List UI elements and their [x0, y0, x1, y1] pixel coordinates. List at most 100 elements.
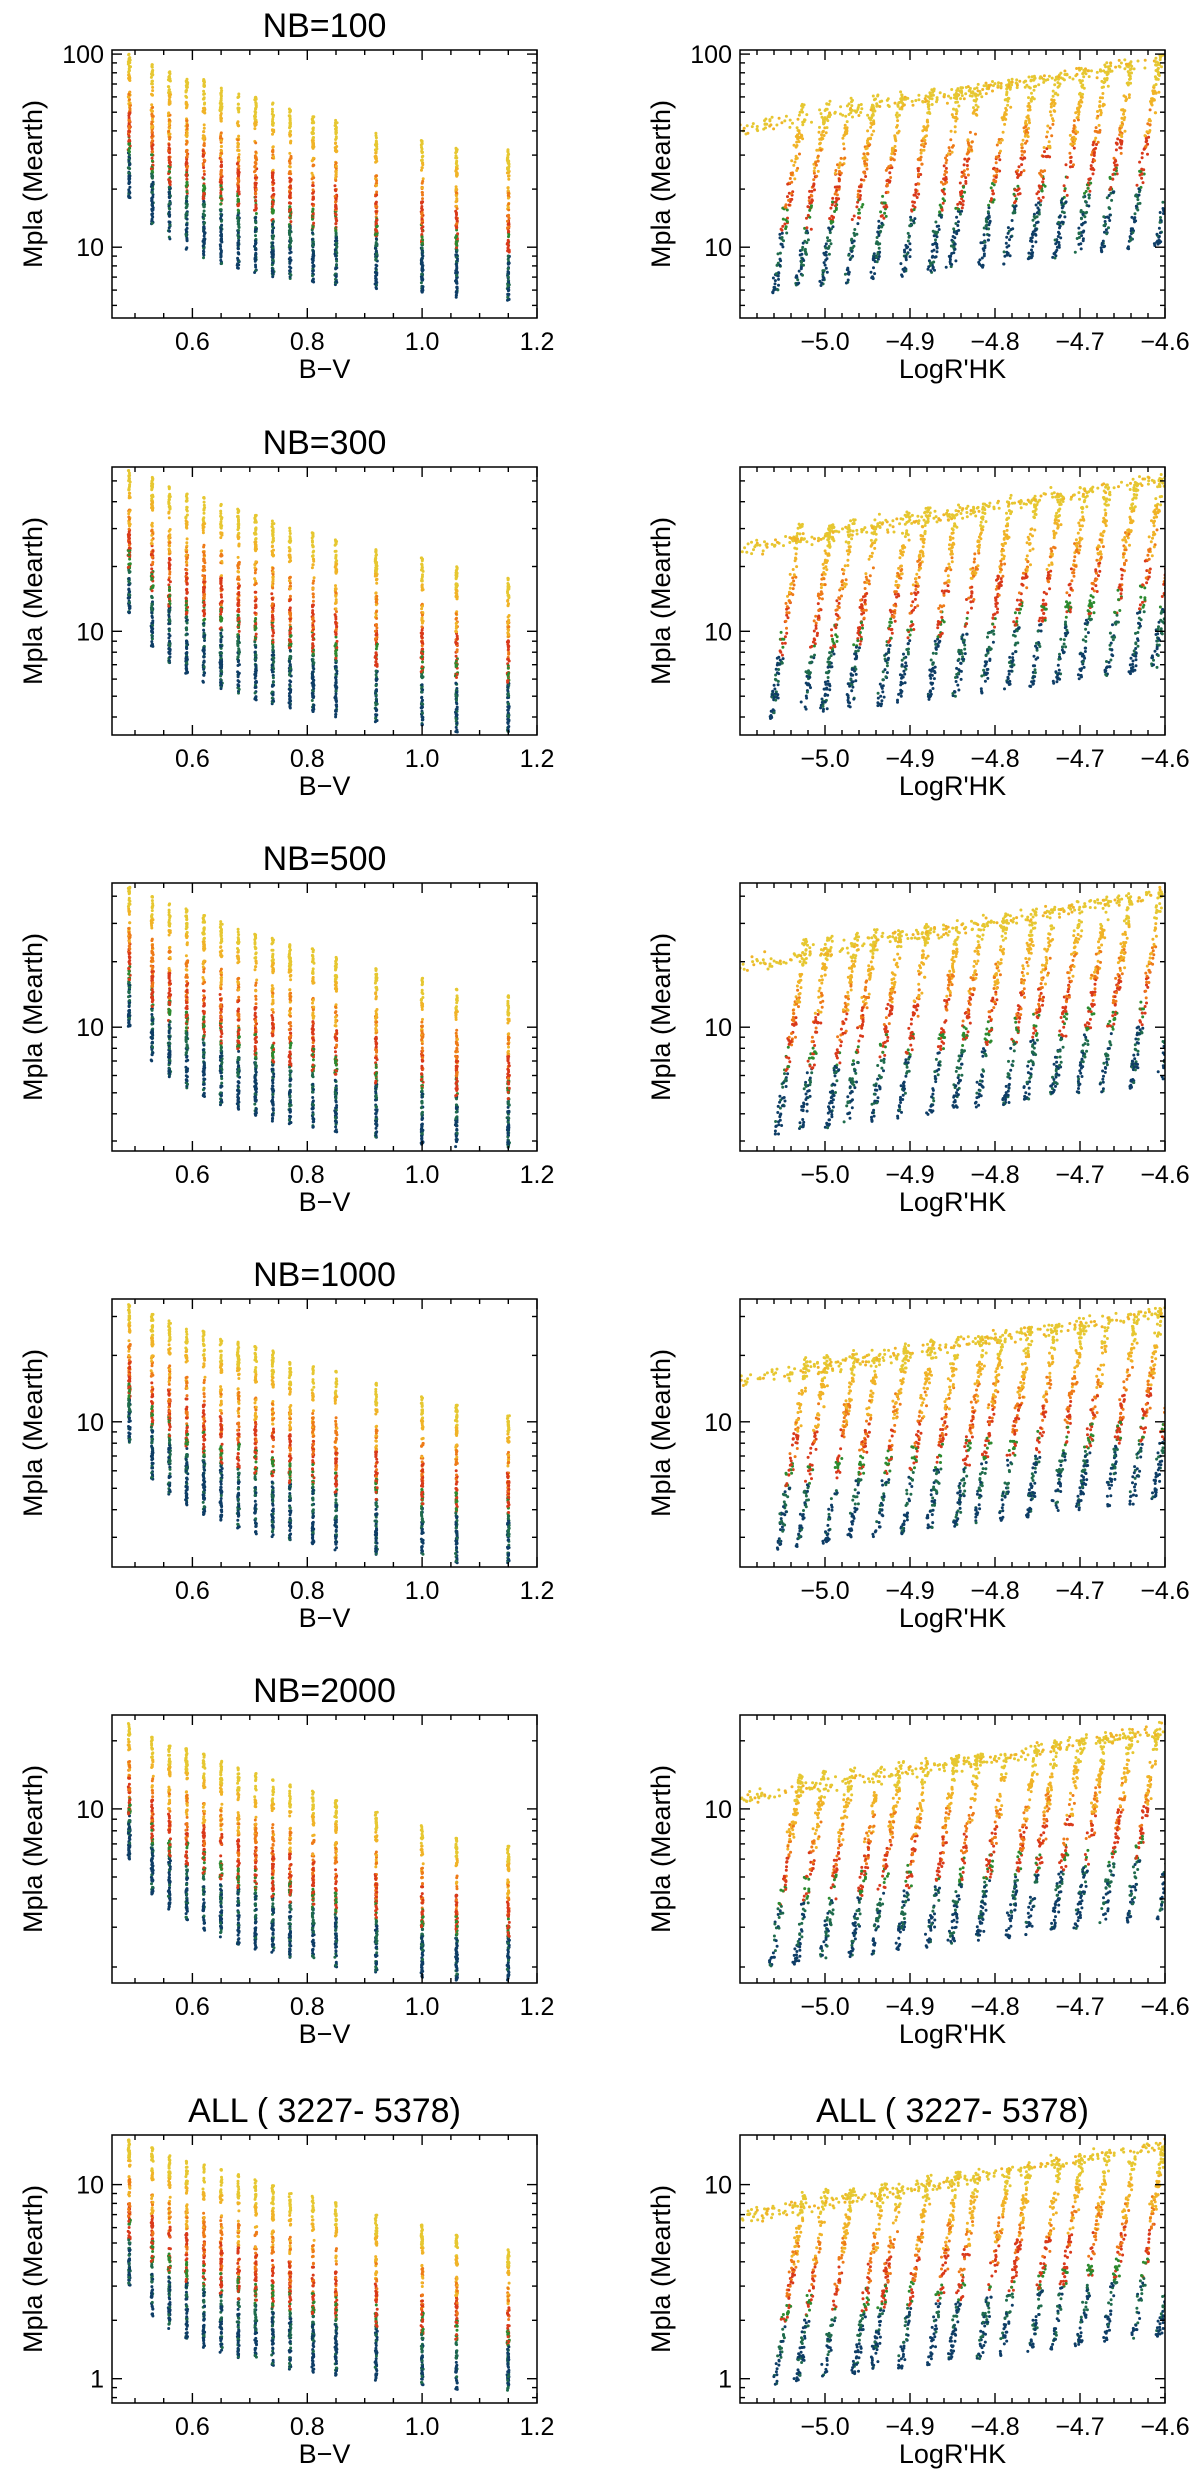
data-point: [1022, 150, 1026, 154]
data-point: [869, 125, 873, 129]
data-point: [151, 208, 155, 212]
data-point: [1180, 104, 1183, 107]
data-point: [850, 104, 854, 108]
data-point: [219, 113, 223, 117]
data-point: [1122, 110, 1126, 113]
data-point: [1112, 161, 1116, 165]
data-point: [1042, 74, 1046, 78]
data-point: [912, 208, 916, 212]
data-point: [866, 129, 870, 133]
data-point: [420, 268, 424, 272]
data-point: [1157, 238, 1161, 242]
data-point: [374, 258, 378, 262]
data-point: [288, 269, 292, 273]
data-point: [1078, 91, 1082, 95]
data-point: [202, 123, 206, 127]
data-point: [1158, 56, 1162, 60]
data-point: [185, 190, 189, 194]
data-point: [950, 263, 954, 266]
data-point: [772, 127, 776, 131]
data-point: [1122, 112, 1125, 116]
data-point: [911, 103, 915, 107]
data-point: [129, 65, 132, 69]
data-point: [742, 126, 746, 130]
data-point: [943, 199, 946, 203]
data-point: [1119, 61, 1123, 65]
data-point: [967, 89, 971, 93]
data-point: [952, 107, 955, 111]
data-point: [1177, 112, 1180, 115]
data-point: [184, 84, 188, 88]
data-point: [800, 248, 804, 252]
data-point: [185, 80, 188, 84]
data-point: [312, 131, 315, 135]
data-point: [902, 103, 906, 107]
data-point: [835, 198, 839, 202]
data-point: [150, 188, 154, 192]
data-point: [1056, 235, 1060, 238]
data-point: [955, 117, 959, 121]
data-point: [1080, 234, 1084, 238]
data-point: [421, 238, 425, 242]
data-point: [982, 233, 986, 237]
data-point: [334, 222, 338, 225]
data-point: [945, 170, 949, 174]
data-point: [926, 267, 930, 271]
data-point: [816, 169, 820, 173]
data-point: [454, 151, 458, 155]
data-point: [271, 200, 274, 204]
data-point: [334, 176, 338, 180]
data-point: [506, 219, 509, 223]
data-point: [795, 126, 799, 130]
data-point: [908, 248, 912, 252]
data-point: [219, 178, 223, 182]
data-point: [1047, 140, 1051, 144]
data-point: [942, 164, 946, 168]
data-point: [1034, 240, 1038, 244]
data-point: [1020, 153, 1024, 157]
data-point: [983, 240, 986, 244]
data-point: [150, 589, 154, 593]
data-point: [801, 257, 805, 261]
data-point: [962, 173, 966, 176]
data-point: [236, 246, 240, 250]
data-point: [1103, 244, 1107, 248]
data-point: [507, 174, 511, 178]
data-point: [1148, 129, 1152, 132]
data-point: [311, 120, 315, 124]
data-point: [857, 114, 861, 117]
data-point: [1056, 85, 1060, 89]
data-point: [1047, 74, 1051, 78]
data-point: [127, 159, 131, 163]
data-point: [185, 119, 189, 123]
data-point: [271, 254, 275, 258]
data-point: [1185, 65, 1188, 68]
data-point: [168, 121, 172, 125]
data-point: [167, 169, 171, 173]
data-point: [837, 187, 841, 191]
data-point: [859, 178, 863, 182]
data-point: [823, 253, 827, 257]
data-point: [1128, 68, 1132, 71]
data-point: [1173, 136, 1176, 139]
data-point: [899, 90, 903, 94]
data-point: [893, 152, 897, 156]
data-point: [1105, 232, 1109, 236]
data-point: [859, 111, 863, 114]
data-point: [333, 121, 337, 125]
data-point: [150, 602, 154, 606]
data-point: [1028, 104, 1032, 108]
data-point: [202, 199, 206, 203]
data-point: [151, 212, 155, 216]
data-point: [1076, 130, 1080, 134]
scatter-points: [740, 53, 1188, 295]
data-point: [841, 136, 845, 140]
data-point: [1068, 133, 1072, 137]
data-point: [1079, 66, 1083, 70]
data-point: [871, 94, 875, 98]
data-point: [1086, 69, 1090, 73]
data-point: [805, 226, 809, 230]
data-point: [334, 231, 338, 235]
data-point: [1019, 170, 1023, 174]
data-point: [1088, 189, 1092, 193]
